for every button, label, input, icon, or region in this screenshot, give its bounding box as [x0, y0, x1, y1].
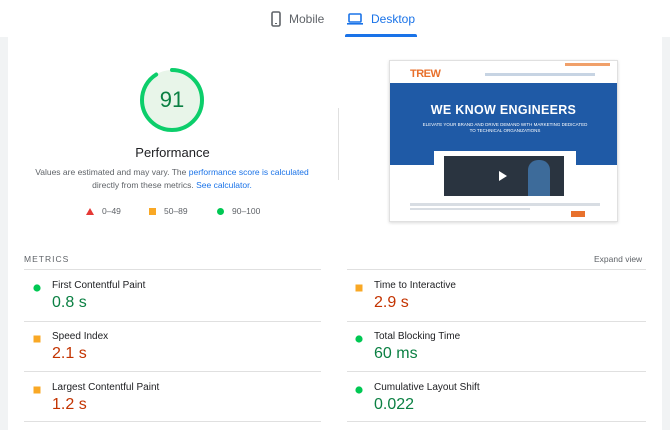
average-square-icon: [355, 284, 363, 292]
final-screenshot: TREW WE KNOW ENGINEERS ELEVATE YOUR BRAN…: [389, 60, 618, 222]
device-tabs: Mobile Desktop: [0, 0, 670, 37]
metric-name: Cumulative Layout Shift: [374, 382, 480, 393]
row-divider-3-right: [347, 421, 646, 422]
metrics-divider-right: [347, 269, 646, 270]
row-divider-1-left: [24, 321, 321, 322]
legend-pass: 90–100: [217, 206, 260, 216]
phone-icon: [271, 10, 281, 27]
performance-score-link[interactable]: performance score is calculated: [188, 167, 309, 177]
row-divider-2-right: [347, 371, 646, 372]
metric-first-contentful-paint: First Contentful Paint 0.8 s: [33, 279, 303, 319]
metric-value: 1.2 s: [52, 396, 87, 413]
legend-fail: 0–49: [86, 206, 121, 216]
site-nav: TREW: [390, 61, 617, 83]
pass-circle-icon: [355, 386, 363, 394]
legend-average-label: 50–89: [164, 206, 188, 216]
note-prefix: Values are estimated and may vary. The: [35, 167, 189, 177]
pass-circle-icon: [33, 284, 41, 292]
site-top-strip: [565, 63, 610, 66]
metric-name: Total Blocking Time: [374, 331, 461, 342]
tab-mobile[interactable]: Mobile: [271, 0, 324, 37]
performance-title: Performance: [135, 145, 210, 160]
calculator-link[interactable]: See calculator.: [196, 180, 252, 190]
metrics-divider-left: [24, 269, 321, 270]
site-nav-links: [485, 73, 595, 76]
triangle-icon: [86, 207, 94, 215]
row-divider-3-left: [24, 421, 321, 422]
legend-pass-label: 90–100: [232, 206, 261, 216]
site-headline: WE KNOW ENGINEERS: [430, 103, 577, 117]
performance-score: 91: [159, 87, 185, 112]
site-cta-button: [571, 211, 585, 217]
metric-time-to-interactive: Time to Interactive 2.9 s: [355, 279, 625, 319]
site-subheadline: ELEVATE YOUR BRAND AND DRIVE DEMAND WITH…: [422, 122, 588, 133]
average-square-icon: [33, 335, 41, 343]
tab-selected-indicator: [345, 34, 418, 37]
site-video: [444, 156, 564, 196]
performance-note: Values are estimated and may vary. The p…: [32, 166, 312, 192]
metric-value: 0.8 s: [52, 294, 87, 311]
row-divider-2-left: [24, 371, 321, 372]
metric-value: 0.022: [374, 396, 415, 413]
video-person: [528, 160, 550, 196]
metric-name: Largest Contentful Paint: [52, 382, 160, 393]
metric-total-blocking-time: Total Blocking Time 60 ms: [355, 330, 625, 370]
square-icon: [149, 207, 156, 215]
laptop-icon: [347, 12, 363, 25]
average-square-icon: [33, 386, 41, 394]
site-text-line: [410, 203, 600, 206]
tab-desktop-label: Desktop: [371, 11, 416, 26]
metric-value: 2.1 s: [52, 345, 87, 362]
gauge-ring: [140, 68, 204, 132]
play-icon: [499, 171, 507, 181]
site-text-line-2: [410, 208, 530, 210]
metrics-heading: METRICS: [24, 254, 70, 264]
performance-gauge: 91: [138, 66, 206, 134]
tab-desktop[interactable]: Desktop: [345, 0, 418, 37]
expand-view-button[interactable]: Expand view: [594, 254, 643, 264]
metric-value: 60 ms: [374, 345, 418, 362]
metric-cumulative-layout-shift: Cumulative Layout Shift 0.022: [355, 381, 625, 421]
legend-fail-label: 0–49: [102, 206, 121, 216]
metric-speed-index: Speed Index 2.1 s: [33, 330, 303, 370]
metric-name: First Contentful Paint: [52, 280, 146, 291]
pass-circle-icon: [355, 335, 363, 343]
metric-value: 2.9 s: [374, 294, 409, 311]
metric-largest-contentful-paint: Largest Contentful Paint 1.2 s: [33, 381, 303, 421]
site-logo: TREW: [410, 68, 441, 80]
vertical-divider: [338, 108, 339, 180]
tab-mobile-label: Mobile: [289, 11, 325, 26]
legend-average: 50–89: [149, 206, 188, 216]
row-divider-1-right: [347, 321, 646, 322]
metric-name: Time to Interactive: [374, 280, 456, 291]
circle-icon: [217, 207, 224, 215]
note-middle: directly from these metrics.: [92, 180, 197, 190]
metric-name: Speed Index: [52, 331, 109, 342]
